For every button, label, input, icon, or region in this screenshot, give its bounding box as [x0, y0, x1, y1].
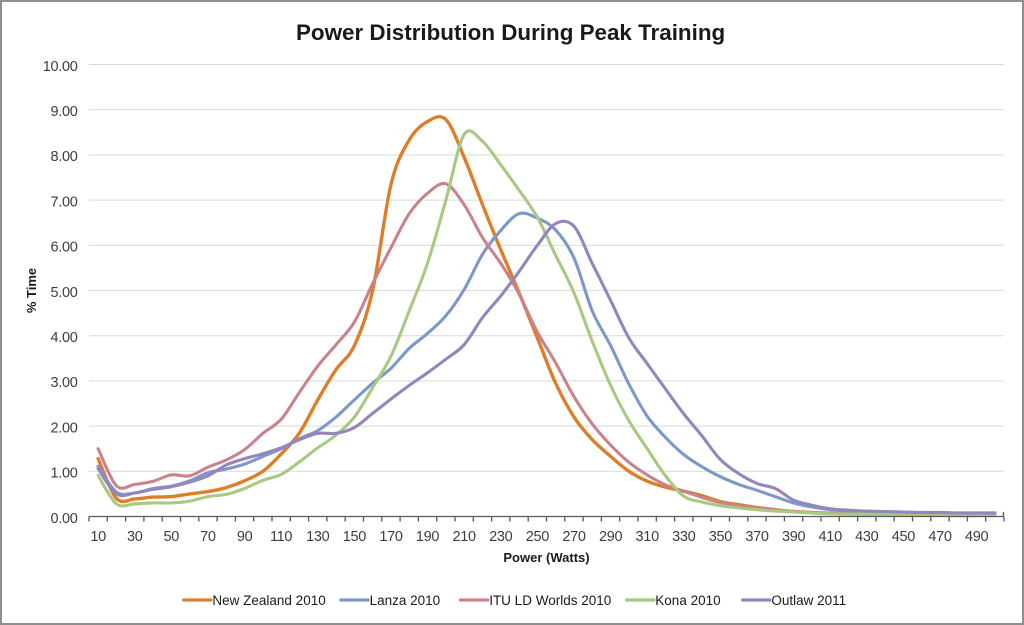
svg-text:330: 330	[672, 529, 696, 545]
svg-text:430: 430	[855, 529, 879, 545]
svg-text:Power Distribution During Peak: Power Distribution During Peak Training	[296, 20, 725, 45]
svg-text:150: 150	[343, 529, 367, 545]
svg-text:8.00: 8.00	[50, 149, 77, 165]
svg-text:1.00: 1.00	[50, 466, 77, 482]
svg-text:410: 410	[819, 529, 843, 545]
svg-text:4.00: 4.00	[50, 330, 77, 346]
svg-text:5.00: 5.00	[50, 285, 77, 301]
svg-text:2.00: 2.00	[50, 420, 77, 436]
svg-text:70: 70	[200, 529, 216, 545]
svg-text:130: 130	[306, 529, 330, 545]
svg-text:390: 390	[782, 529, 806, 545]
svg-text:7.00: 7.00	[50, 194, 77, 210]
svg-text:10.00: 10.00	[43, 59, 78, 75]
svg-text:310: 310	[636, 529, 660, 545]
svg-text:3.00: 3.00	[50, 375, 77, 391]
svg-text:ITU LD Worlds 2010: ITU LD Worlds 2010	[489, 593, 611, 608]
svg-text:230: 230	[489, 529, 513, 545]
svg-text:Outlaw 2011: Outlaw 2011	[771, 593, 846, 608]
svg-text:470: 470	[928, 529, 952, 545]
svg-text:0.00: 0.00	[50, 511, 77, 527]
svg-text:6.00: 6.00	[50, 240, 77, 256]
svg-text:210: 210	[452, 529, 476, 545]
svg-text:Kona 2010: Kona 2010	[655, 593, 720, 608]
svg-text:10: 10	[90, 529, 106, 545]
svg-text:170: 170	[379, 529, 403, 545]
svg-text:350: 350	[709, 529, 733, 545]
svg-text:90: 90	[237, 529, 253, 545]
svg-text:270: 270	[562, 529, 586, 545]
svg-text:New Zealand 2010: New Zealand 2010	[212, 593, 325, 608]
svg-text:9.00: 9.00	[50, 104, 77, 120]
svg-text:450: 450	[892, 529, 916, 545]
svg-text:290: 290	[599, 529, 623, 545]
svg-text:Lanza 2010: Lanza 2010	[370, 593, 441, 608]
svg-text:50: 50	[164, 529, 180, 545]
svg-text:30: 30	[127, 529, 143, 545]
svg-text:% Time: % Time	[24, 268, 39, 313]
svg-text:250: 250	[526, 529, 550, 545]
svg-text:110: 110	[270, 529, 292, 545]
svg-text:Power (Watts): Power (Watts)	[503, 550, 589, 565]
svg-text:370: 370	[745, 529, 769, 545]
svg-text:190: 190	[416, 529, 440, 545]
svg-text:490: 490	[965, 529, 989, 545]
